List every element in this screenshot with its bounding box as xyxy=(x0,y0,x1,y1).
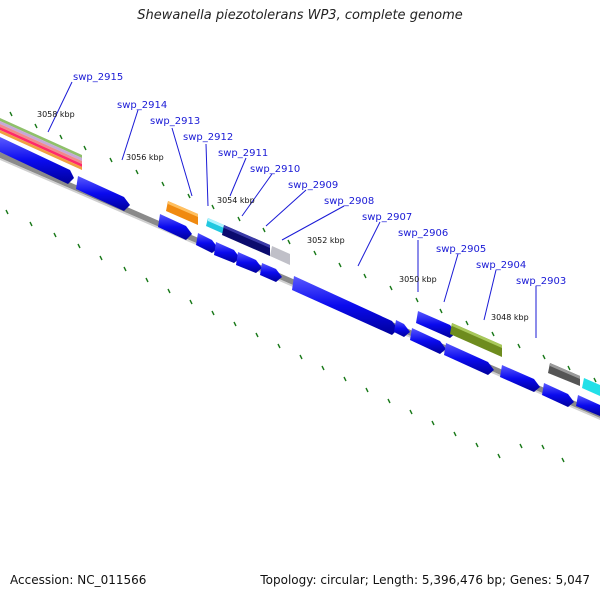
gene-arrow-swp_2913 xyxy=(158,214,192,240)
gene-label: swp_2913 xyxy=(150,116,200,127)
navy-block xyxy=(222,225,270,256)
gene-arrow-swp_2905 xyxy=(444,343,494,375)
map-title: Shewanella piezotolerans WP3, complete g… xyxy=(137,8,463,23)
dark-grey-block xyxy=(548,363,580,386)
feature-band xyxy=(0,118,82,170)
label-leaders xyxy=(47,81,537,338)
gene-label: swp_2906 xyxy=(398,228,448,239)
gene-label: swp_2912 xyxy=(183,132,233,143)
gene-arrow-swp_2910 xyxy=(236,252,262,273)
olive-block xyxy=(450,323,502,357)
gene-label: swp_2914 xyxy=(117,100,167,111)
gene-arrows xyxy=(0,137,600,416)
kbp-label: 3058 kbp xyxy=(37,110,75,119)
gene-arrow-swp_2903 xyxy=(500,365,540,392)
kbp-label: 3050 kbp xyxy=(399,275,437,284)
kbp-label: 3048 kbp xyxy=(491,313,529,322)
gene-label: swp_2909 xyxy=(288,180,338,191)
gene-arrow-swp_2907 xyxy=(292,276,398,335)
gene-label: swp_2903 xyxy=(516,276,566,287)
gene-label: swp_2904 xyxy=(476,260,526,271)
gene-arrow-swp_2909 xyxy=(260,263,282,282)
orange-block xyxy=(166,201,198,225)
gene-label: swp_2910 xyxy=(250,164,300,175)
gene-arrow-swp_2911 xyxy=(214,242,240,263)
gene-label: swp_2911 xyxy=(218,148,268,159)
kbp-labels: 3058 kbp 3056 kbp 3054 kbp 3052 kbp 3050… xyxy=(37,110,529,322)
gene-label: swp_2915 xyxy=(73,72,123,83)
gene-arrow-swp_2902 xyxy=(542,383,574,407)
gene-label: swp_2908 xyxy=(324,196,374,207)
gene-arrow-swp_2912 xyxy=(196,233,218,253)
gene-labels: swp_2915 swp_2914 swp_2913 swp_2912 swp_… xyxy=(73,72,566,287)
outer-ticks xyxy=(9,111,597,383)
cyan-block-right xyxy=(582,378,600,396)
gene-arrow-swp_2904a xyxy=(416,311,456,338)
inner-ticks xyxy=(5,209,565,463)
feature-blocks xyxy=(166,201,600,396)
gene-arrow-swp_2914 xyxy=(76,176,130,211)
gene-label: swp_2905 xyxy=(436,244,486,255)
gene-arrow-swp_2906 xyxy=(410,328,446,354)
gene-label: swp_2907 xyxy=(362,212,412,223)
kbp-label: 3054 kbp xyxy=(217,196,255,205)
gene-arrow-swp_2915 xyxy=(0,137,74,184)
grey-block xyxy=(270,246,290,265)
gene-arrow-swp_2901 xyxy=(576,395,600,416)
topology-text: Topology: circular; Length: 5,396,476 bp… xyxy=(260,573,590,587)
kbp-label: 3056 kbp xyxy=(126,153,164,162)
accession-text: Accession: NC_011566 xyxy=(10,573,147,587)
gene-arrow-swp_2906a xyxy=(394,320,410,337)
kbp-label: 3052 kbp xyxy=(307,236,345,245)
